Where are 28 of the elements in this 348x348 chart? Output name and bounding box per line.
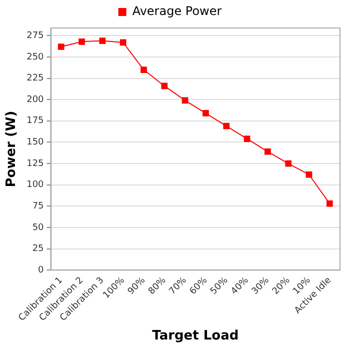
- point: [244, 136, 250, 142]
- y-tick-label: 175: [26, 116, 44, 126]
- point: [306, 171, 312, 178]
- legend-label: Average Power: [132, 4, 222, 18]
- y-tick-label: 0: [38, 265, 44, 276]
- y-tick-label: 150: [26, 138, 44, 148]
- point: [264, 148, 271, 155]
- y-tick-label: 100: [26, 180, 44, 190]
- x-axis-title: Target Load: [152, 328, 239, 344]
- point: [326, 200, 333, 207]
- point: [78, 38, 85, 45]
- y-axis-title: Power (W): [4, 110, 20, 188]
- y-tick-label: 275: [26, 31, 44, 42]
- y-tick-label: 250: [26, 52, 44, 62]
- point: [285, 160, 292, 167]
- y-tick-label: 225: [26, 74, 44, 84]
- point: [223, 122, 230, 130]
- y-tick-label: 125: [26, 158, 44, 169]
- y-tick-label: 25: [32, 244, 44, 254]
- y-tick-label: 50: [32, 222, 44, 233]
- point: [99, 38, 106, 44]
- point: [120, 39, 126, 46]
- point: [202, 110, 209, 116]
- point: [140, 66, 147, 73]
- point: [161, 82, 168, 90]
- y-tick-label: 75: [32, 201, 44, 212]
- point: [58, 44, 64, 50]
- y-tick-label: 200: [26, 94, 44, 105]
